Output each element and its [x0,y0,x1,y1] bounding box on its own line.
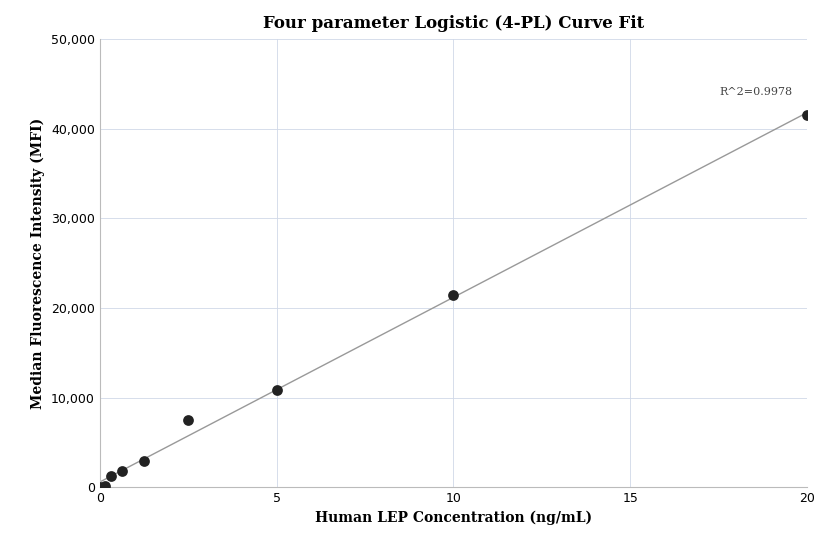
Point [447,291,460,300]
Y-axis label: Median Fluorescence Intensity (MFI): Median Fluorescence Intensity (MFI) [31,118,46,409]
Point [800,111,814,120]
Point [181,416,195,424]
Point [104,472,117,481]
Point [137,457,151,466]
Point [116,466,129,475]
Point [270,385,283,394]
X-axis label: Human LEP Concentration (ng/mL): Human LEP Concentration (ng/mL) [314,511,592,525]
Text: R^2=0.9978: R^2=0.9978 [720,87,793,97]
Point [99,482,112,491]
Title: Four parameter Logistic (4-PL) Curve Fit: Four parameter Logistic (4-PL) Curve Fit [263,15,644,32]
Point [93,483,106,492]
